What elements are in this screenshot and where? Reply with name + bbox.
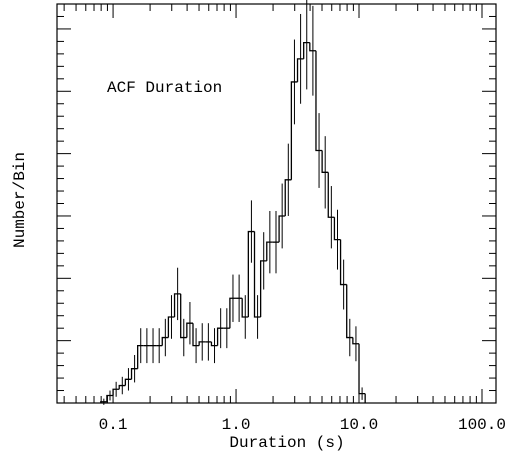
histogram-bin [315,50,323,152]
x-axis-label: Duration (s) [229,434,344,452]
y-axis-ticks [57,3,496,404]
histogram-bin [192,323,200,347]
histogram-bin [229,297,237,329]
y-axis-label: Number/Bin [11,152,29,248]
histogram-bin [266,241,273,261]
histogram-bin [118,384,126,390]
histogram-bin [241,298,249,318]
histogram-bin [180,293,187,339]
histogram-bin [161,336,169,346]
histogram-bin [216,327,224,346]
histogram-bin [327,172,335,218]
histogram-bin [173,293,181,317]
histogram-bin [346,284,353,339]
histogram-bin [278,215,286,243]
annotation-text: ACF Duration [107,79,222,97]
x-tick-label: 0.1 [99,416,128,434]
histogram-bin [130,368,138,380]
histogram-bin [309,42,316,52]
histogram-bin [247,230,255,317]
histogram-bin [333,217,341,241]
histogram-bin [259,260,267,317]
histogram-bin [253,231,261,318]
histogram-bin [303,42,310,59]
histogram-bin [137,344,144,369]
histogram-bin [284,179,292,216]
x-tick-label: 10.0 [340,416,378,434]
histogram-bin [352,337,360,345]
histogram-series [100,42,366,403]
plot-border [56,3,497,404]
x-tick-labels: 0.1 1.0 10.0 100.0 [99,416,506,434]
histogram-bin [186,322,194,338]
histogram-bin [112,388,120,396]
histogram-bin [100,401,107,403]
x-axis-ticks [63,4,483,403]
histogram-bin [339,239,347,286]
x-tick-label: 1.0 [222,416,251,434]
x-tick-label: 100.0 [458,416,506,434]
histogram-bin [124,378,132,386]
histogram-bin [358,343,366,395]
histogram-bin [106,394,114,402]
histogram-bin [321,150,329,173]
histogram-bin [290,81,298,180]
histogram-bin [296,58,304,82]
histogram-bin [198,341,206,346]
histogram-bin [167,316,175,338]
plot-frame [56,3,497,404]
error-bars [103,0,363,405]
histogram-bin [210,341,218,347]
